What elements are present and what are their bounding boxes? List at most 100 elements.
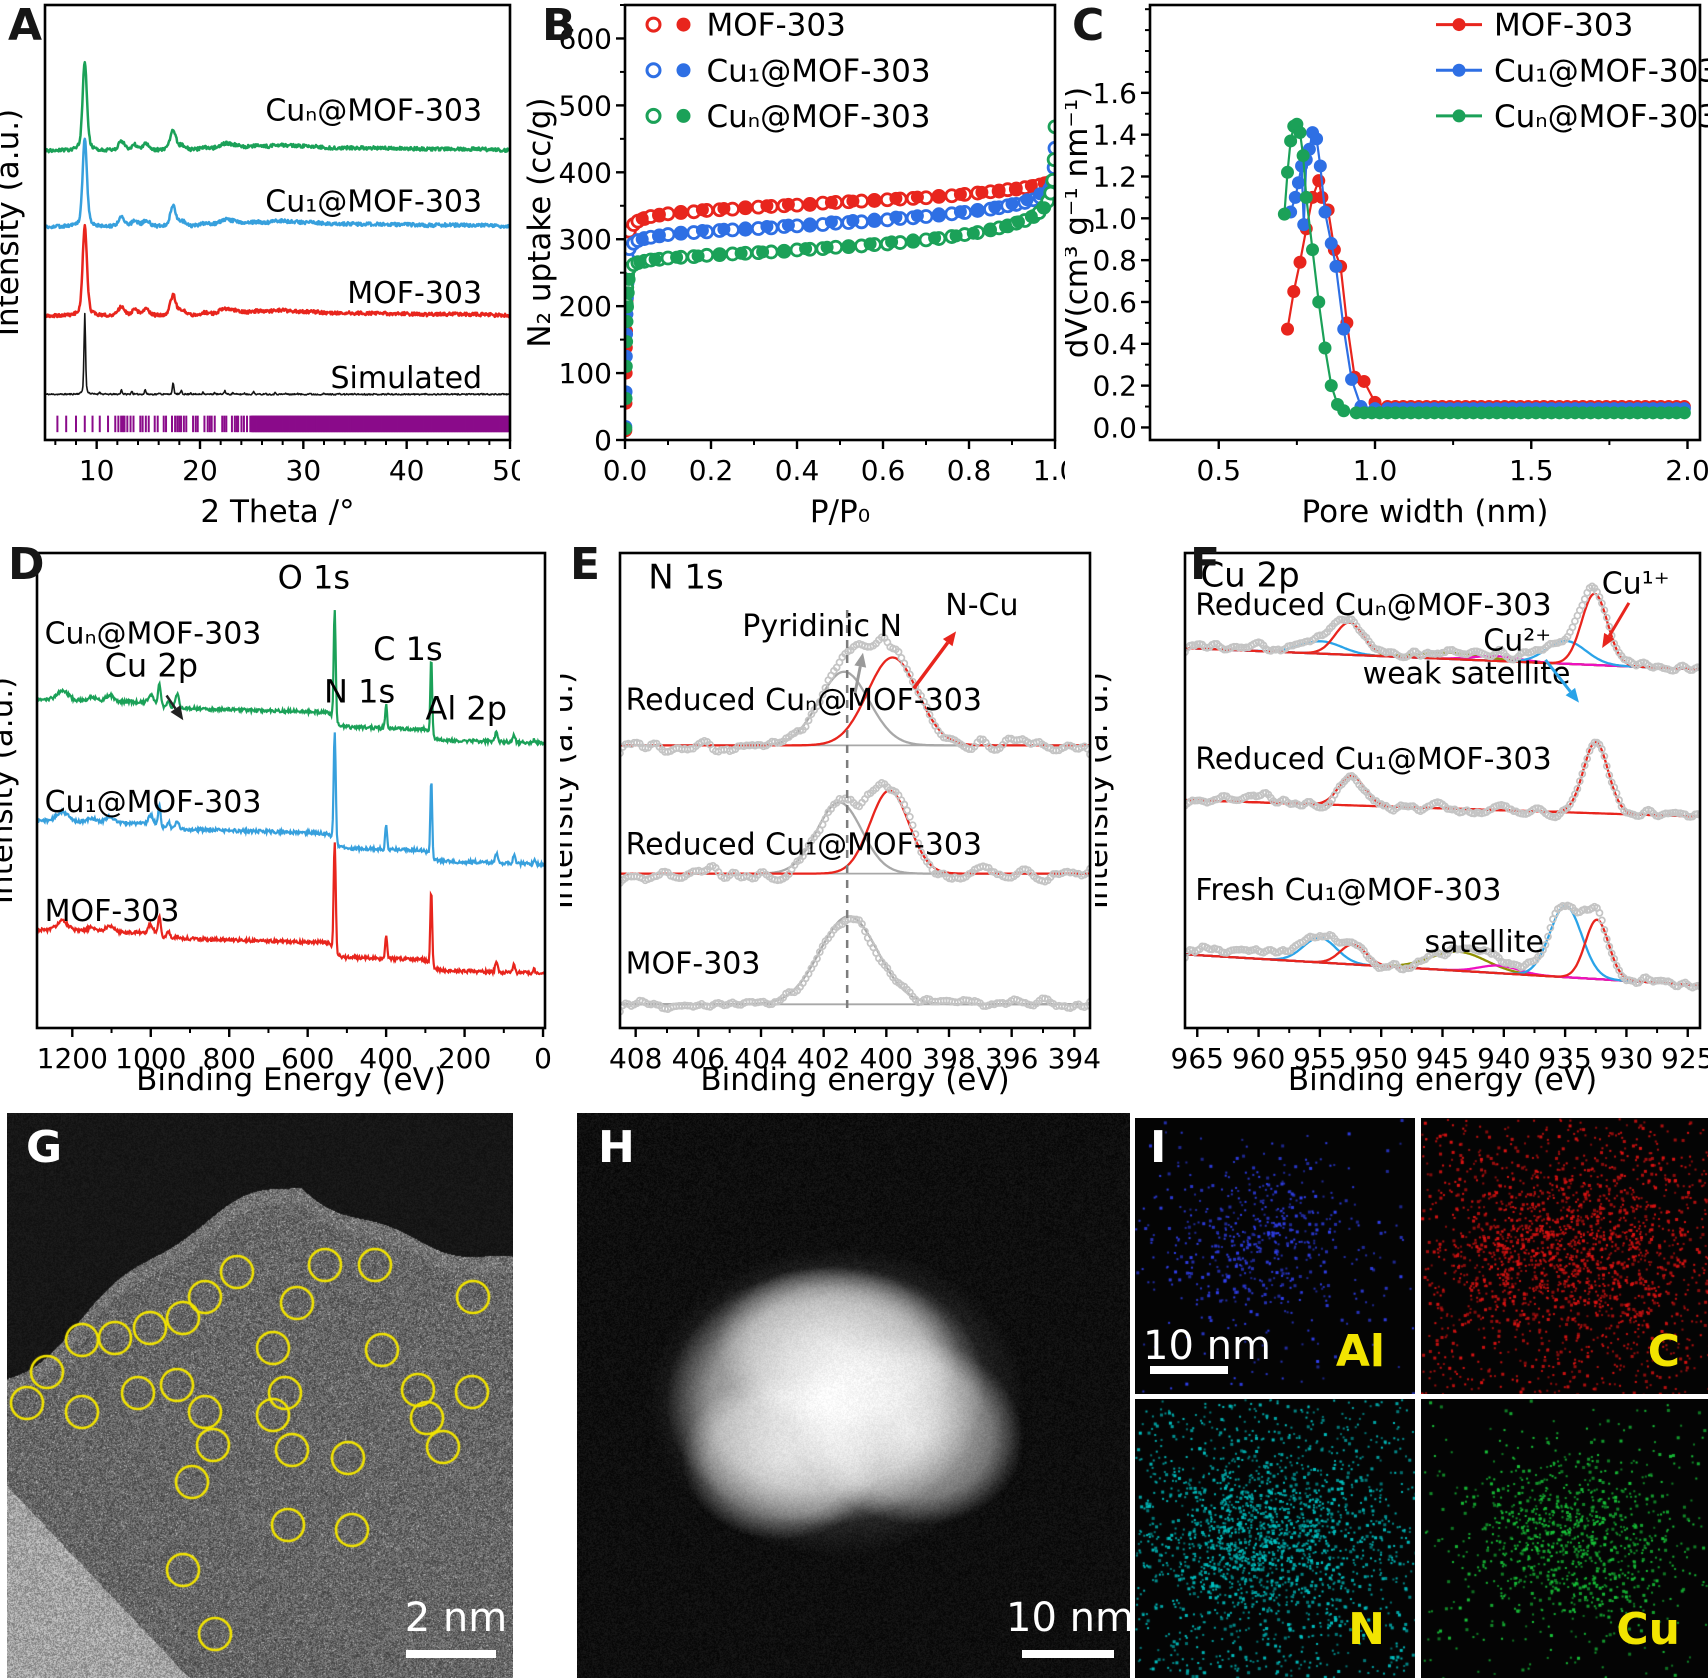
svg-text:940: 940 [1477, 1042, 1530, 1075]
svg-text:100: 100 [559, 357, 612, 390]
svg-text:Simulated: Simulated [330, 361, 482, 396]
svg-text:0.2: 0.2 [689, 454, 734, 487]
svg-text:Intensity (a.u.): Intensity (a.u.) [0, 109, 26, 336]
svg-text:Intensity (a.u.): Intensity (a.u.) [0, 677, 20, 904]
scalebar-i [1150, 1366, 1228, 1374]
svg-text:930: 930 [1600, 1042, 1653, 1075]
svg-text:1.0: 1.0 [1092, 202, 1137, 235]
svg-text:800: 800 [202, 1042, 255, 1075]
panel-letter-h: H [598, 1122, 635, 1173]
svg-text:Binding Energy (eV): Binding Energy (eV) [136, 1062, 446, 1098]
svg-text:Pyridinic N: Pyridinic N [742, 609, 902, 644]
svg-text:dV(cm³ g⁻¹ nm⁻¹): dV(cm³ g⁻¹ nm⁻¹) [1065, 87, 1095, 359]
panel-letter-b: B [542, 0, 576, 51]
svg-text:0: 0 [594, 424, 612, 457]
svg-text:935: 935 [1538, 1042, 1591, 1075]
svg-text:MOF-303: MOF-303 [707, 8, 846, 44]
svg-text:300: 300 [559, 223, 612, 256]
svg-text:N-Cu: N-Cu [945, 588, 1018, 623]
svg-text:40: 40 [389, 454, 425, 487]
scalebar-h [1022, 1650, 1114, 1658]
svg-text:500: 500 [559, 89, 612, 122]
svg-text:1.2: 1.2 [1092, 160, 1137, 193]
panel-letter-a: A [8, 0, 43, 51]
svg-text:0.4: 0.4 [775, 454, 820, 487]
svg-text:0.8: 0.8 [1092, 244, 1137, 277]
svg-text:960: 960 [1232, 1042, 1285, 1075]
svg-text:MOF-303: MOF-303 [45, 894, 180, 929]
svg-text:600: 600 [281, 1042, 334, 1075]
eds-map-al [1135, 1118, 1415, 1394]
svg-text:2 Theta /°: 2 Theta /° [200, 494, 354, 530]
xrd-chart: 10 20 30 40 50 2 Theta /° Intensity (a.u.) Cuₙ@… [0, 0, 528, 535]
svg-text:weak satellite: weak satellite [1363, 657, 1571, 692]
svg-text:Cu 2p: Cu 2p [1200, 555, 1299, 595]
svg-text:50: 50 [492, 454, 520, 487]
svg-text:1.5: 1.5 [1509, 454, 1554, 487]
scalebar-label-h: 10 nm [1006, 1595, 1134, 1641]
svg-text:10: 10 [79, 454, 115, 487]
svg-text:1.6: 1.6 [1092, 77, 1137, 110]
svg-text:925: 925 [1661, 1042, 1708, 1075]
svg-text:945: 945 [1416, 1042, 1469, 1075]
scalebar-g [406, 1650, 496, 1658]
svg-text:0.6: 0.6 [1092, 286, 1137, 319]
panel-letter-g: G [26, 1122, 63, 1173]
svg-text:MOF-303: MOF-303 [347, 276, 482, 311]
svg-text:Reduced Cu₁@MOF-303: Reduced Cu₁@MOF-303 [626, 828, 982, 863]
eds-label-cu: Cu [1616, 1604, 1680, 1655]
eds-label-n: N [1348, 1604, 1385, 1655]
isotherm-chart: 0.0 0.2 0.4 0.6 0.8 1.0 P/P₀ 0 100 200 300 400 500 60… [520, 0, 1077, 535]
svg-text:O 1s: O 1s [278, 559, 350, 597]
svg-text:1000: 1000 [115, 1042, 186, 1075]
svg-text:N 1s: N 1s [648, 558, 724, 598]
svg-text:0.6: 0.6 [861, 454, 906, 487]
panel-letter-i: I [1150, 1122, 1167, 1173]
eds-map-cu [1421, 1399, 1708, 1678]
eds-label-c: C [1647, 1326, 1680, 1377]
svg-text:400: 400 [359, 1042, 412, 1075]
svg-text:Reduced Cuₙ@MOF-303: Reduced Cuₙ@MOF-303 [626, 683, 982, 718]
cu2p-xps-chart: 965 960 955 950 945 940 935 930 925 Binding energ… [1079, 495, 1708, 1100]
pore-size-chart: 0.5 1.0 1.5 2.0 Pore width (nm) 0.0 0.2 0.4 0.6 0… [1059, 0, 1708, 535]
scalebar-label-i: 10 nm [1143, 1323, 1271, 1369]
svg-text:965: 965 [1171, 1042, 1224, 1075]
svg-text:398: 398 [922, 1042, 975, 1075]
svg-text:396: 396 [985, 1042, 1038, 1075]
svg-text:Intensity (a. u.): Intensity (a. u.) [1095, 672, 1115, 909]
svg-text:Cuₙ@MOF-303: Cuₙ@MOF-303 [1494, 99, 1708, 135]
svg-text:600: 600 [559, 22, 612, 55]
svg-text:Cu₁@MOF-303: Cu₁@MOF-303 [45, 785, 262, 820]
svg-text:Cu²⁺: Cu²⁺ [1483, 623, 1551, 658]
scalebar-label-g: 2 nm [404, 1595, 508, 1641]
svg-text:400: 400 [860, 1042, 913, 1075]
svg-text:1.0: 1.0 [1353, 454, 1398, 487]
svg-text:satellite: satellite [1424, 925, 1543, 960]
svg-text:Cuₙ@MOF-303: Cuₙ@MOF-303 [707, 99, 931, 135]
svg-text:Cu 2p: Cu 2p [105, 647, 198, 685]
svg-text:Cuₙ@MOF-303: Cuₙ@MOF-303 [45, 616, 262, 651]
svg-text:Reduced Cu₁@MOF-303: Reduced Cu₁@MOF-303 [1195, 742, 1551, 777]
svg-text:Binding energy (eV): Binding energy (eV) [700, 1062, 1009, 1098]
svg-text:200: 200 [438, 1042, 491, 1075]
svg-text:Pore width (nm): Pore width (nm) [1302, 494, 1549, 530]
svg-text:1200: 1200 [37, 1042, 108, 1075]
svg-text:402: 402 [797, 1042, 850, 1075]
svg-text:950: 950 [1354, 1042, 1407, 1075]
svg-text:Fresh Cu₁@MOF-303: Fresh Cu₁@MOF-303 [1195, 873, 1501, 908]
svg-text:Cu₁@MOF-303: Cu₁@MOF-303 [707, 53, 931, 89]
eds-map-n [1135, 1399, 1415, 1678]
svg-text:C 1s: C 1s [373, 630, 443, 668]
svg-text:N₂ uptake (cc/g): N₂ uptake (cc/g) [522, 97, 558, 347]
panel-letter-e: E [570, 539, 601, 590]
svg-text:0.0: 0.0 [1092, 411, 1137, 444]
svg-text:955: 955 [1293, 1042, 1346, 1075]
svg-text:MOF-303: MOF-303 [1494, 8, 1633, 44]
panel-letter-f: F [1190, 539, 1221, 590]
stem-image-nanoparticle [577, 1113, 1130, 1678]
svg-text:Cu¹⁺: Cu¹⁺ [1602, 566, 1670, 601]
eds-map-c [1421, 1118, 1708, 1394]
n1s-xps-chart: 408 406 404 402 400 398 396 394 Binding energy (… [544, 495, 1101, 1100]
svg-text:408: 408 [609, 1042, 662, 1075]
